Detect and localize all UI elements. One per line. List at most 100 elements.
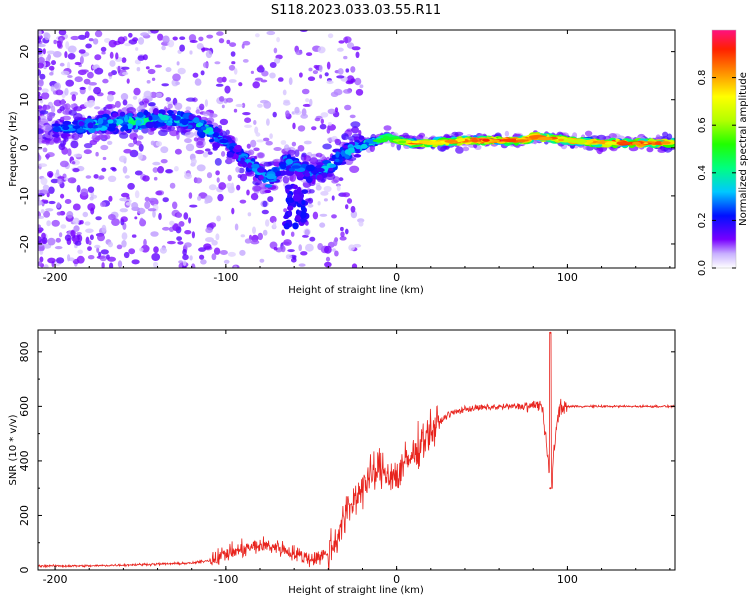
spectrogram-noise-blob	[205, 237, 214, 243]
spectrogram-noise-blob	[319, 74, 323, 79]
snr-panel: -200 -100 0 100 0 200 400 600 800 Height of stra…	[8, 329, 676, 596]
spectrogram-noise-blob	[307, 203, 314, 208]
spectrogram-noise-blob	[334, 250, 339, 257]
spectrogram-ridge-blob	[316, 167, 325, 173]
spectrogram-noise-blob	[101, 167, 107, 172]
spectrogram-noise-blob	[122, 99, 128, 106]
spectrogram-noise-blob	[64, 51, 68, 59]
spectrogram-noise-blob	[94, 244, 101, 249]
spectrogram-noise-blob	[350, 205, 356, 213]
spectrogram-halo-blob	[71, 133, 80, 141]
spectrogram-noise-blob	[85, 228, 94, 234]
spectrogram-noise-blob	[48, 186, 55, 194]
spectrogram-noise-blob	[84, 31, 90, 39]
spectrogram-noise-blob	[143, 90, 152, 99]
spectrogram-halo-blob	[297, 145, 305, 152]
spectrogram-ridge-blob	[198, 131, 206, 139]
spectrogram-ridge-blob	[348, 147, 355, 153]
spectrogram-noise-blob	[43, 104, 51, 110]
spectrogram-noise-blob	[317, 243, 324, 251]
spectrogram-ridge-blob	[358, 135, 365, 140]
spectrogram-noise-blob	[317, 201, 321, 206]
spectrogram-noise-blob	[137, 152, 143, 160]
spectrogram-noise-blob	[261, 209, 269, 215]
spectrogram-noise-blob	[137, 37, 145, 45]
spectrogram-noise-blob	[38, 236, 42, 244]
spectrogram-noise-blob	[40, 199, 49, 203]
spectrogram-halo-blob	[383, 125, 392, 131]
spectrogram-noise-blob	[53, 99, 62, 107]
spectrogram-noise-blob	[38, 200, 43, 206]
spectrogram-noise-blob	[233, 108, 238, 113]
spectrogram-noise-blob	[107, 241, 113, 248]
spectrogram-noise-blob	[247, 212, 252, 217]
spectrogram-halo-blob	[287, 149, 296, 156]
spectrogram-noise-blob	[343, 55, 348, 60]
spectrogram-noise-blob	[266, 118, 270, 126]
spectrogram-noise-blob	[50, 85, 55, 92]
spectrogram-halo-blob	[119, 132, 129, 139]
spectrogram-ridge-blob	[266, 173, 276, 180]
spectrogram-noise-blob	[340, 226, 344, 232]
spectrogram-noise-blob	[125, 202, 132, 206]
spectrogram-halo-blob	[646, 146, 654, 153]
spectrogram-noise-blob	[315, 185, 322, 191]
spectrogram-ridge-blob	[335, 151, 340, 158]
spectrogram-noise-blob	[313, 64, 319, 69]
spectrogram-noise-blob	[136, 67, 141, 72]
spectrogram-noise-blob	[131, 234, 137, 238]
spectrogram-ridge-blob	[229, 142, 237, 147]
spectrogram-noise-blob	[142, 175, 150, 182]
spectrogram-noise-blob	[273, 47, 278, 54]
spectrogram-halo-blob	[504, 130, 510, 137]
spectrogram-noise-blob	[162, 226, 170, 231]
spectrogram-core-blob	[398, 140, 407, 144]
spectrogram-noise-blob	[331, 214, 337, 219]
spectrogram-noise-blob	[337, 68, 344, 75]
spectrogram-noise-blob	[225, 97, 234, 103]
spectrogram-noise-blob	[226, 39, 231, 45]
spectrogram-tail-blob	[300, 210, 307, 219]
spectrogram-noise-blob	[150, 30, 159, 34]
spectrogram-halo-blob	[666, 133, 673, 141]
spectrogram-noise-blob	[146, 80, 151, 84]
spectrogram-ridge-blob	[273, 167, 278, 173]
spectrogram-noise-blob	[359, 84, 364, 89]
spectrogram-noise-blob	[227, 251, 236, 257]
colorbar-tick-label: 0.4	[697, 165, 708, 181]
spectrogram-halo-blob	[349, 165, 360, 173]
spectrogram-noise-blob	[231, 207, 235, 215]
spectrogram-tail-blob	[285, 219, 292, 224]
spectrogram-noise-blob	[162, 197, 169, 203]
spectrogram-ridge-blob	[78, 121, 85, 127]
spectrogram-ridge-blob	[108, 122, 117, 128]
spectrogram-noise-blob	[290, 231, 295, 237]
spectrogram-noise-blob	[55, 169, 60, 176]
spectrogram-noise-blob	[194, 177, 203, 184]
spectrogram-noise-blob	[303, 140, 312, 145]
spectrogram-noise-blob	[228, 64, 236, 71]
spectrogram-ridge-blob	[302, 175, 313, 180]
spectrogram-halo-blob	[135, 140, 142, 146]
spectrogram-tail-blob	[292, 184, 299, 190]
spectrogram-ridge-blob	[329, 163, 337, 168]
spectrogram-noise-blob	[244, 238, 252, 244]
spectrogram-noise-blob	[38, 163, 48, 168]
spectrogram-noise-blob	[331, 195, 335, 201]
spectrogram-tail-blob	[301, 189, 309, 195]
spectrogram-noise-blob	[44, 32, 51, 41]
spectrogram-noise-blob	[93, 174, 99, 179]
spectrogram-ridge-blob	[212, 142, 221, 149]
spectrogram-halo-blob	[195, 109, 200, 114]
snr-xtick-label: -100	[213, 573, 238, 586]
spectrogram-noise-blob	[344, 104, 352, 111]
spectrogram-noise-blob	[319, 123, 327, 130]
spectrogram-halo-blob	[42, 147, 48, 153]
spectrogram-noise-blob	[194, 78, 202, 86]
spectrogram-noise-blob	[272, 221, 277, 228]
spectrogram-ridge-blob	[172, 113, 176, 121]
spectrogram-noise-blob	[38, 69, 42, 76]
spectrogram-noise-blob	[336, 75, 345, 79]
spectrogram-ridge-blob	[226, 151, 234, 158]
spectrogram-noise-blob	[350, 66, 356, 73]
